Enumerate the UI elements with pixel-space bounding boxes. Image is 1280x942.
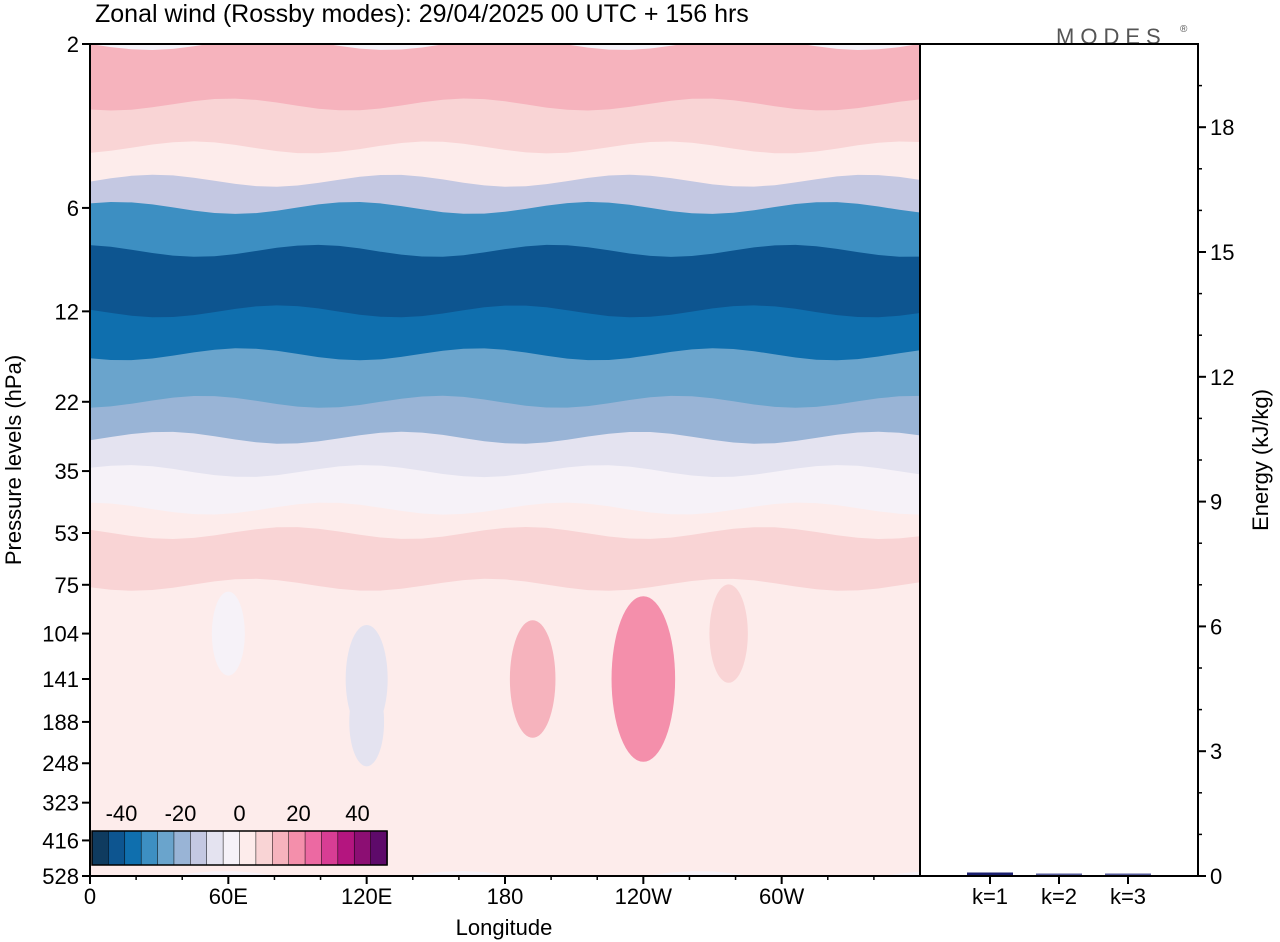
energy-tick-label: 9 (1210, 490, 1222, 515)
energy-tick-label: 12 (1210, 365, 1234, 390)
x-tick-label: 60E (209, 884, 248, 909)
zonal-band (90, 502, 920, 540)
zonal-band (90, 527, 920, 592)
colorbar-swatch (288, 830, 306, 866)
energy-axis: 0 3 6 9 12 15 18 (1198, 84, 1234, 889)
y-tick-label: 188 (42, 710, 79, 735)
energy-category-label: k=1 (972, 884, 1008, 909)
x-tick-label: 120W (615, 884, 673, 909)
y-tick-label: 141 (42, 667, 79, 692)
colorbar-swatch (124, 830, 142, 866)
wind-anomaly-features (211, 584, 748, 767)
colorbar-tick-label: -20 (165, 801, 197, 826)
energy-tick-label: 3 (1210, 739, 1222, 764)
energy-category-label: k=2 (1041, 884, 1077, 909)
colorbar-swatches (91, 830, 388, 866)
energy-bar (1105, 873, 1151, 875)
colorbar-swatch (108, 830, 126, 866)
energy-panel: 0 3 6 9 12 15 18 k=1 k=2 k=3 Energy (kJ/kg) (919, 43, 1273, 909)
y-tick-label: 528 (42, 864, 79, 889)
zonal-band (90, 395, 920, 445)
colorbar-swatch (370, 830, 388, 866)
energy-bar (967, 872, 1013, 875)
y-tick-label: 104 (42, 622, 79, 647)
energy-categories: k=1 k=2 k=3 (972, 876, 1146, 909)
colorbar-swatch (190, 830, 208, 866)
energy-tick-label: 0 (1210, 864, 1222, 889)
energy-bar (1036, 873, 1082, 875)
zonal-band (90, 141, 920, 188)
zonal-band (90, 757, 920, 810)
colorbar-swatch (353, 830, 372, 866)
energy-tick-label: 18 (1210, 115, 1234, 140)
energy-tick-label: 6 (1210, 614, 1222, 639)
heatmap-panel: 2 6 12 22 35 53 75 104 141 188 248 323 416 528 0 60E 12… (1, 32, 921, 940)
colorbar-swatch (173, 830, 192, 866)
y-tick-label: 416 (42, 828, 79, 853)
colorbar-frame (91, 830, 388, 866)
y-tick-label: 2 (67, 32, 79, 57)
y-tick-label: 75 (55, 573, 79, 598)
y-tick-label: 22 (55, 390, 79, 415)
zonal-band (90, 715, 920, 771)
zonal-band (90, 465, 920, 516)
y-tick-label: 248 (42, 751, 79, 776)
zonal-band (90, 174, 920, 215)
x-tick-label: 120E (341, 884, 392, 909)
zonal-band (90, 305, 920, 362)
colorbar-tick-label: 40 (345, 801, 369, 826)
colorbar-swatch (222, 830, 241, 866)
y-tick-label: 6 (67, 196, 79, 221)
zonal-band (90, 348, 920, 409)
zonal-band (90, 673, 920, 729)
colorbar-swatch (321, 830, 339, 866)
colorbar-tick-label: -40 (106, 801, 138, 826)
zonal-band (90, 98, 920, 155)
y-tick-label: 12 (55, 299, 79, 324)
colorbar-swatch (272, 830, 290, 866)
y-axis-label: Pressure levels (hPa) (1, 355, 26, 565)
wind-feature (709, 584, 748, 683)
zonal-bands (90, 44, 920, 876)
colorbar-swatch (91, 830, 110, 866)
colorbar-swatch (304, 830, 323, 866)
wind-feature (345, 624, 388, 733)
x-axis-label: Longitude (456, 915, 553, 940)
x-tick-label: 180 (487, 884, 524, 909)
zonal-band (90, 201, 920, 258)
colorbar-swatch (337, 830, 355, 866)
colorbar-labels: -40 -20 0 20 40 (106, 801, 370, 826)
wind-feature (611, 596, 676, 762)
heatmap-field (90, 44, 920, 876)
energy-category-label: k=3 (1110, 884, 1146, 909)
colorbar-tick-label: 20 (286, 801, 310, 826)
wind-feature (509, 620, 556, 738)
energy-bars (967, 872, 1151, 875)
wind-feature (211, 591, 245, 676)
x-axis: 0 60E 120E 180 120W 60W (84, 876, 875, 909)
colorbar-swatch (239, 830, 257, 866)
logo-registered-mark: ® (1180, 24, 1188, 35)
chart-title: Zonal wind (Rossby modes): 29/04/2025 00… (95, 0, 749, 28)
y-tick-label: 323 (42, 791, 79, 816)
x-tick-label: 60W (759, 884, 804, 909)
energy-axis-label: Energy (kJ/kg) (1248, 389, 1273, 531)
colorbar-swatch (157, 830, 175, 866)
energy-frame (919, 43, 1199, 877)
zonal-band (90, 244, 920, 319)
x-tick-label: 0 (84, 884, 96, 909)
y-axis: 2 6 12 22 35 53 75 104 141 188 248 323 416 528 (42, 32, 90, 889)
y-tick-label: 53 (55, 521, 79, 546)
colorbar-swatch (140, 830, 159, 866)
colorbar-swatch (206, 830, 224, 866)
zonal-band (90, 431, 920, 479)
energy-tick-label: 15 (1210, 240, 1234, 265)
colorbar-tick-label: 0 (233, 801, 245, 826)
colorbar-swatch (255, 830, 274, 866)
y-tick-label: 35 (55, 459, 79, 484)
colorbar-legend: -40 -20 0 20 40 (91, 801, 388, 866)
zonal-band (90, 44, 920, 112)
